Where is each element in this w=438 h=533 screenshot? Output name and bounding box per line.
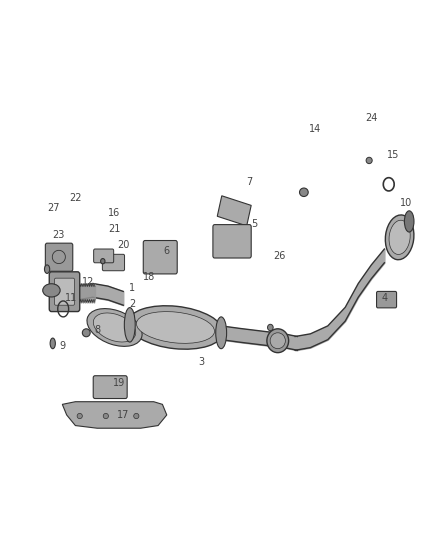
FancyBboxPatch shape (94, 249, 114, 263)
Text: 23: 23 (52, 230, 64, 240)
Ellipse shape (45, 265, 49, 273)
Text: 26: 26 (274, 251, 286, 261)
Text: 21: 21 (108, 224, 121, 235)
Ellipse shape (268, 324, 273, 330)
Text: 7: 7 (246, 176, 253, 187)
Ellipse shape (134, 414, 139, 419)
Ellipse shape (103, 414, 109, 419)
Text: 9: 9 (59, 341, 65, 351)
Text: 1: 1 (129, 282, 135, 293)
Ellipse shape (385, 215, 414, 260)
Text: 11: 11 (65, 293, 77, 303)
Ellipse shape (82, 329, 90, 337)
Text: 18: 18 (143, 272, 155, 282)
Text: 14: 14 (309, 124, 321, 134)
Ellipse shape (43, 284, 60, 297)
Ellipse shape (137, 312, 215, 343)
Text: 2: 2 (129, 298, 135, 309)
FancyBboxPatch shape (54, 278, 74, 305)
Ellipse shape (128, 306, 223, 349)
Text: 3: 3 (198, 357, 205, 367)
Ellipse shape (389, 220, 410, 254)
Text: 4: 4 (381, 293, 388, 303)
Text: 20: 20 (117, 240, 130, 251)
Text: 10: 10 (400, 198, 412, 208)
Text: 17: 17 (117, 410, 130, 420)
Ellipse shape (216, 317, 226, 349)
Ellipse shape (267, 329, 289, 353)
Ellipse shape (300, 188, 308, 197)
Ellipse shape (366, 157, 372, 164)
Ellipse shape (124, 308, 135, 342)
Text: 8: 8 (94, 325, 100, 335)
FancyBboxPatch shape (213, 224, 251, 258)
Text: 27: 27 (47, 203, 60, 213)
Ellipse shape (270, 333, 286, 349)
FancyBboxPatch shape (377, 292, 396, 308)
Text: 5: 5 (251, 219, 257, 229)
Ellipse shape (77, 414, 82, 419)
Ellipse shape (101, 259, 105, 264)
FancyBboxPatch shape (49, 272, 80, 312)
Text: 12: 12 (82, 277, 95, 287)
Text: 16: 16 (109, 208, 121, 219)
Text: 15: 15 (387, 150, 399, 160)
Polygon shape (217, 196, 251, 226)
Ellipse shape (93, 313, 136, 342)
FancyBboxPatch shape (143, 240, 177, 274)
FancyBboxPatch shape (102, 254, 124, 271)
Ellipse shape (404, 211, 414, 232)
Polygon shape (62, 402, 167, 428)
Text: 24: 24 (365, 113, 378, 123)
Text: 19: 19 (113, 378, 125, 388)
Ellipse shape (87, 309, 142, 346)
Text: 22: 22 (69, 192, 81, 203)
FancyBboxPatch shape (46, 243, 73, 271)
FancyBboxPatch shape (93, 376, 127, 399)
Text: 6: 6 (164, 246, 170, 256)
Ellipse shape (50, 338, 55, 349)
